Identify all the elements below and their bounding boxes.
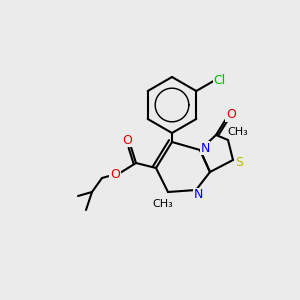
Text: CH₃: CH₃ (228, 127, 248, 137)
Text: O: O (122, 134, 132, 146)
Text: Cl: Cl (213, 74, 226, 88)
Text: O: O (226, 109, 236, 122)
Text: N: N (193, 188, 203, 202)
Text: O: O (110, 169, 120, 182)
Text: CH₃: CH₃ (153, 199, 173, 209)
Text: N: N (200, 142, 210, 154)
Text: S: S (235, 155, 243, 169)
